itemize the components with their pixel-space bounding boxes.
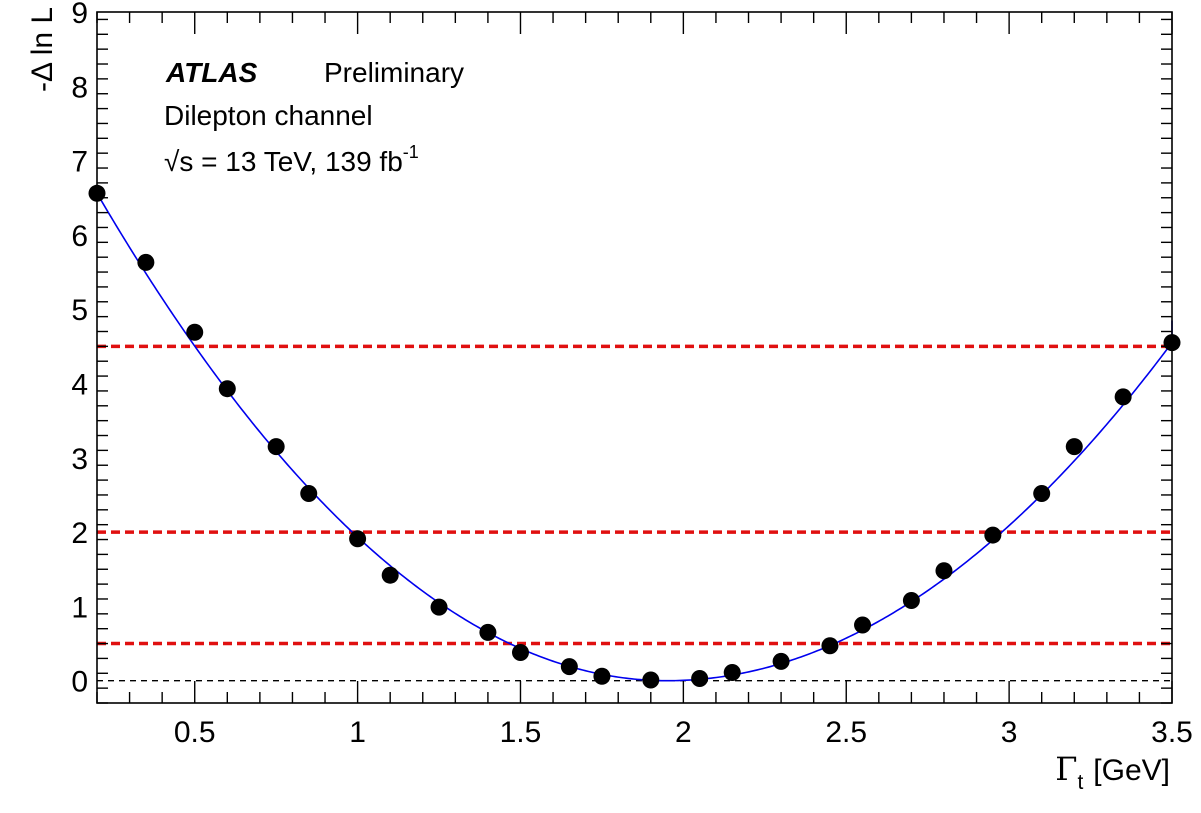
- reference-lines: [97, 344, 1172, 682]
- data-point-20: [935, 562, 953, 580]
- x-tick-label: 2: [675, 716, 692, 749]
- energy-lumi-text: s = 13 TeV, 139 fb: [179, 146, 402, 177]
- tick-labels: 0.5 1 1.5 2 2.5 3 3.5 0 1 2 3 4 5 6 7 8 9: [71, 0, 1193, 749]
- y-tick-label: 4: [71, 369, 88, 402]
- x-tick-label: 1.5: [500, 716, 542, 749]
- data-point-15: [723, 664, 741, 682]
- y-tick-label: 1: [71, 591, 88, 624]
- data-point-18: [854, 616, 872, 634]
- x-tick-label: 1: [349, 716, 366, 749]
- data-point-19: [902, 591, 920, 609]
- data-point-9: [479, 623, 497, 641]
- y-tick-label: 2: [71, 517, 88, 550]
- x-axis-unit: [GeV]: [1093, 754, 1170, 787]
- data-point-12: [593, 667, 611, 685]
- data-point-13: [642, 671, 660, 689]
- plot-frame: [96, 11, 1173, 704]
- x-tick-label: 2.5: [825, 716, 867, 749]
- x-tick-label: 0.5: [174, 716, 216, 749]
- y-tick-label: 7: [71, 146, 88, 179]
- data-point-4: [267, 438, 285, 456]
- x-axis-symbol: Γ: [1055, 750, 1077, 788]
- y-tick-label: 6: [71, 220, 88, 253]
- data-point-22: [1033, 484, 1051, 502]
- data-point-14: [691, 669, 709, 687]
- fit-curve: [96, 192, 1173, 682]
- y-axis-title: -Δ ln L: [26, 7, 59, 92]
- data-point-23: [1065, 438, 1083, 456]
- data-point-5: [300, 484, 318, 502]
- data-point-6: [349, 530, 367, 548]
- x-tick-label: 3.5: [1151, 716, 1193, 749]
- x-axis-subscript: t: [1077, 771, 1083, 794]
- x-tick-label: 3: [1001, 716, 1018, 749]
- energy-lumi-label: √s = 13 TeV, 139 fb-1: [164, 142, 419, 177]
- y-tick-label: 0: [71, 666, 88, 699]
- experiment-label: ATLAS: [165, 57, 258, 88]
- y-tick-label: 3: [71, 443, 88, 476]
- data-point-8: [430, 598, 448, 616]
- y-tick-label: 8: [71, 71, 88, 104]
- data-point-16: [772, 652, 790, 670]
- y-tick-label: 9: [71, 0, 88, 30]
- lumi-superscript: -1: [403, 142, 419, 162]
- data-point-21: [984, 526, 1002, 544]
- status-label: Preliminary: [324, 57, 464, 88]
- data-point-2: [186, 323, 204, 341]
- sqrt-symbol: √: [164, 146, 180, 177]
- data-point-17: [821, 637, 839, 655]
- axis-ticks: [96, 12, 1173, 704]
- y-tick-label: 5: [71, 294, 88, 327]
- x-axis-title: Γt [GeV]: [1055, 750, 1170, 794]
- data-point-3: [218, 380, 236, 398]
- data-point-11: [560, 658, 578, 676]
- data-points: [88, 184, 1181, 689]
- data-point-7: [381, 566, 399, 584]
- data-point-24: [1114, 388, 1132, 406]
- channel-label: Dilepton channel: [164, 100, 373, 131]
- data-point-10: [511, 643, 529, 661]
- data-point-1: [137, 253, 155, 271]
